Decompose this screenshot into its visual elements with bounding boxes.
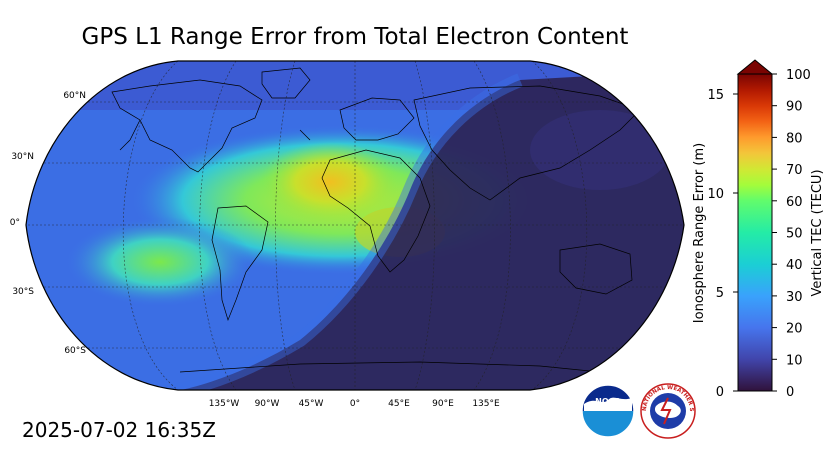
colorbar: 0 5 10 15 0 10 20 30 40 50 60 70 80 90 100 Ionosph…	[692, 59, 825, 400]
svg-text:NOAA: NOAA	[595, 397, 621, 406]
right-tick-label: 50	[786, 227, 803, 242]
graticule	[26, 61, 684, 390]
tec-south-pacific-blob	[65, 217, 255, 307]
right-tick-label: 80	[786, 131, 803, 146]
australia	[559, 243, 633, 295]
colorbar-left-label: Ionosphere Range Error (m)	[692, 143, 707, 323]
right-tick-label: 30	[786, 290, 803, 305]
coastlines	[111, 67, 641, 375]
right-tick-label: 40	[786, 258, 803, 273]
lat-label-60n: 60°N	[63, 91, 86, 101]
north-america	[111, 79, 263, 173]
lon-label-45w: 45°W	[299, 399, 324, 409]
lon-label-45e: 45°E	[388, 399, 410, 409]
lat-label-30n: 30°N	[11, 152, 34, 162]
left-tick-15: 15	[707, 88, 724, 103]
lon-label-135w: 135°W	[209, 399, 240, 409]
antarctica	[179, 361, 621, 375]
asia	[413, 85, 641, 201]
lon-label-135e: 135°E	[472, 399, 500, 409]
latitude-labels: 60°N 30°N 0° 30°S 60°S	[10, 91, 87, 356]
right-tick-label: 10	[786, 353, 803, 368]
tec-peak-west-africa	[260, 142, 400, 222]
lon-label-0: 0°	[350, 399, 360, 409]
right-ticks: 0 10 20 30 40 50 60 70 80 90 100	[772, 68, 811, 400]
right-tick-label: 70	[786, 163, 803, 178]
left-tick-5: 5	[716, 286, 724, 301]
greenland	[261, 67, 311, 99]
noaa-logo: NOAA	[581, 384, 635, 438]
right-tick-label: 100	[786, 68, 811, 83]
lon-label-90e: 90°E	[432, 399, 454, 409]
lat-label-30s: 30°S	[12, 287, 34, 297]
globe	[26, 61, 684, 390]
longitude-labels: 135°W 90°W 45°W 0° 45°E 90°E 135°E	[209, 399, 500, 409]
africa	[321, 149, 431, 273]
lat-label-60s: 60°S	[64, 346, 86, 356]
lon-label-90w: 90°W	[255, 399, 280, 409]
colorbar-extend-arrow	[736, 59, 774, 75]
colorbar-right-label: Vertical TEC (TECU)	[810, 169, 825, 296]
europe	[339, 97, 415, 141]
right-tick-label: 20	[786, 322, 803, 337]
left-tick-0: 0	[716, 385, 724, 400]
south-america	[211, 205, 269, 322]
right-tick-label: 90	[786, 100, 803, 115]
right-tick-label: 0	[786, 385, 794, 400]
lat-label-0: 0°	[10, 218, 20, 228]
globe-outline	[25, 60, 685, 391]
colorbar-bar	[737, 73, 773, 392]
map-title: GPS L1 Range Error from Total Electron C…	[81, 24, 629, 50]
right-tick-label: 60	[786, 195, 803, 210]
timestamp: 2025-07-02 16:35Z	[22, 418, 216, 442]
left-tick-10: 10	[707, 187, 724, 202]
